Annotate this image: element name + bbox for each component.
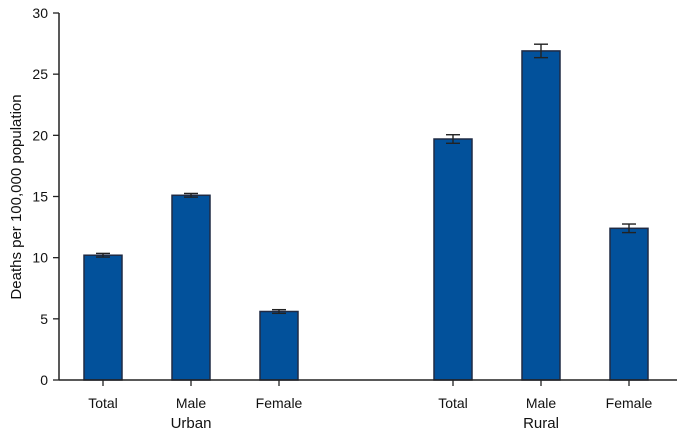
error-bar-urban-total	[96, 252, 110, 258]
group-label-rural: Rural	[523, 415, 559, 432]
bar-rural-male	[521, 50, 561, 381]
y-tick-label: 0	[40, 372, 48, 388]
x-tick-label: Male	[526, 395, 557, 411]
error-bar-rural-female	[622, 223, 636, 234]
axes-layer: 0 5 10 15 20 25 30	[32, 5, 677, 388]
y-axis-title: Deaths per 100,000 population	[8, 94, 25, 299]
bar-urban-female	[259, 310, 299, 381]
labels-layer: Total Male Female Urban Total Male Female Rural	[88, 395, 652, 432]
y-tick-label: 30	[32, 5, 48, 21]
error-bar-rural-total	[446, 134, 460, 144]
x-tick-label: Total	[438, 395, 468, 411]
x-tick-label: Male	[176, 395, 207, 411]
y-tick-label: 5	[40, 311, 48, 327]
x-tick-label: Female	[606, 395, 653, 411]
y-tick-label: 25	[32, 66, 48, 82]
y-tick-label: 20	[32, 127, 48, 143]
bar-urban-male	[171, 194, 211, 381]
x-tick-label: Total	[88, 395, 118, 411]
bar-rural-total	[433, 138, 473, 381]
x-tick-label: Female	[256, 395, 303, 411]
group-label-urban: Urban	[171, 415, 212, 432]
bar-rural-female	[609, 227, 649, 381]
error-bar-rural-male	[534, 43, 548, 59]
bars-layer	[83, 50, 649, 381]
error-bar-urban-female	[272, 308, 286, 315]
bar-urban-total	[83, 254, 123, 381]
error-bars-layer	[96, 43, 636, 315]
y-tick-label: 10	[32, 250, 48, 266]
y-tick-label: 15	[32, 189, 48, 205]
error-bar-urban-male	[184, 192, 198, 198]
